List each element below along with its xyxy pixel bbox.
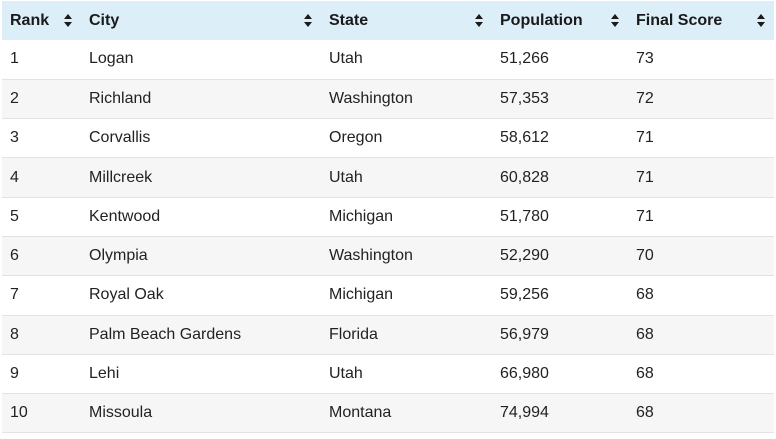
cell-population: 57,353: [492, 79, 628, 120]
cell-final-score: 68: [628, 393, 774, 434]
cell-final-score: 68: [628, 275, 774, 316]
column-header-population[interactable]: Population: [492, 1, 628, 40]
cell-final-score: 71: [628, 157, 774, 198]
cell-state: Oregon: [321, 118, 492, 159]
cell-city: Corvallis: [81, 118, 321, 159]
cell-population: 58,612: [492, 118, 628, 159]
cell-final-score: 68: [628, 315, 774, 355]
table-row: 2 Richland Washington 57,353 72: [2, 79, 774, 120]
cell-population: 66,980: [492, 354, 628, 395]
sort-updown-icon[interactable]: [610, 12, 620, 29]
column-header-label: Rank: [10, 12, 50, 29]
cell-population: 51,780: [492, 197, 628, 237]
table-row: 9 Lehi Utah 66,980 68: [2, 354, 774, 395]
cell-city: Missoula: [81, 393, 321, 434]
cell-final-score: 71: [628, 197, 774, 237]
column-header-label: Population: [500, 12, 583, 29]
cell-city: Lehi: [81, 354, 321, 395]
cell-rank: 3: [2, 118, 81, 159]
sort-updown-icon[interactable]: [63, 12, 73, 29]
table-row: 8 Palm Beach Gardens Florida 56,979 68: [2, 315, 774, 355]
cell-final-score: 68: [628, 354, 774, 395]
column-header-label: State: [329, 12, 369, 29]
cell-rank: 10: [2, 393, 81, 434]
cell-state: Utah: [321, 40, 492, 80]
table-row: 10 Missoula Montana 74,994 68: [2, 393, 774, 434]
cell-population: 51,266: [492, 40, 628, 80]
column-header-city[interactable]: City: [81, 1, 321, 40]
column-header-label: City: [89, 12, 120, 29]
cell-final-score: 73: [628, 40, 774, 80]
cell-population: 59,256: [492, 275, 628, 316]
cell-final-score: 72: [628, 79, 774, 120]
cell-final-score: 71: [628, 118, 774, 159]
cell-population: 74,994: [492, 393, 628, 434]
cell-state: Washington: [321, 79, 492, 120]
cell-state: Utah: [321, 157, 492, 198]
cell-population: 60,828: [492, 157, 628, 198]
cell-rank: 2: [2, 79, 81, 120]
table-row: 6 Olympia Washington 52,290 70: [2, 236, 774, 277]
cell-state: Michigan: [321, 275, 492, 316]
table-row: 3 Corvallis Oregon 58,612 71: [2, 118, 774, 159]
sort-updown-icon[interactable]: [474, 12, 484, 29]
cell-city: Royal Oak: [81, 275, 321, 316]
cell-rank: 8: [2, 315, 81, 355]
sort-updown-icon[interactable]: [303, 12, 313, 29]
cell-city: Richland: [81, 79, 321, 120]
cell-population: 52,290: [492, 236, 628, 277]
cell-rank: 5: [2, 197, 81, 237]
table-row: 4 Millcreek Utah 60,828 71: [2, 157, 774, 198]
cell-state: Florida: [321, 315, 492, 355]
cell-rank: 7: [2, 275, 81, 316]
header-row: Rank City State Population Final Score: [2, 1, 774, 40]
cell-state: Michigan: [321, 197, 492, 237]
cell-state: Montana: [321, 393, 492, 434]
table-row: 7 Royal Oak Michigan 59,256 68: [2, 275, 774, 316]
cell-final-score: 70: [628, 236, 774, 277]
cell-rank: 4: [2, 157, 81, 198]
cell-rank: 1: [2, 40, 81, 80]
cell-city: Logan: [81, 40, 321, 80]
cell-state: Utah: [321, 354, 492, 395]
sort-updown-icon[interactable]: [756, 12, 766, 29]
cell-city: Olympia: [81, 236, 321, 277]
table-header: Rank City State Population Final Score: [2, 1, 774, 40]
cell-city: Palm Beach Gardens: [81, 315, 321, 355]
cell-rank: 6: [2, 236, 81, 277]
cell-city: Millcreek: [81, 157, 321, 198]
table-row: 1 Logan Utah 51,266 73: [2, 40, 774, 80]
column-header-rank[interactable]: Rank: [2, 1, 81, 40]
cell-city: Kentwood: [81, 197, 321, 237]
column-header-label: Final Score: [636, 12, 723, 29]
table-body: 1 Logan Utah 51,266 73 2 Richland Washin…: [2, 40, 774, 434]
column-header-final-score[interactable]: Final Score: [628, 1, 774, 40]
table-row: 5 Kentwood Michigan 51,780 71: [2, 197, 774, 237]
column-header-state[interactable]: State: [321, 1, 492, 40]
cell-state: Washington: [321, 236, 492, 277]
cell-rank: 9: [2, 354, 81, 395]
cell-population: 56,979: [492, 315, 628, 355]
